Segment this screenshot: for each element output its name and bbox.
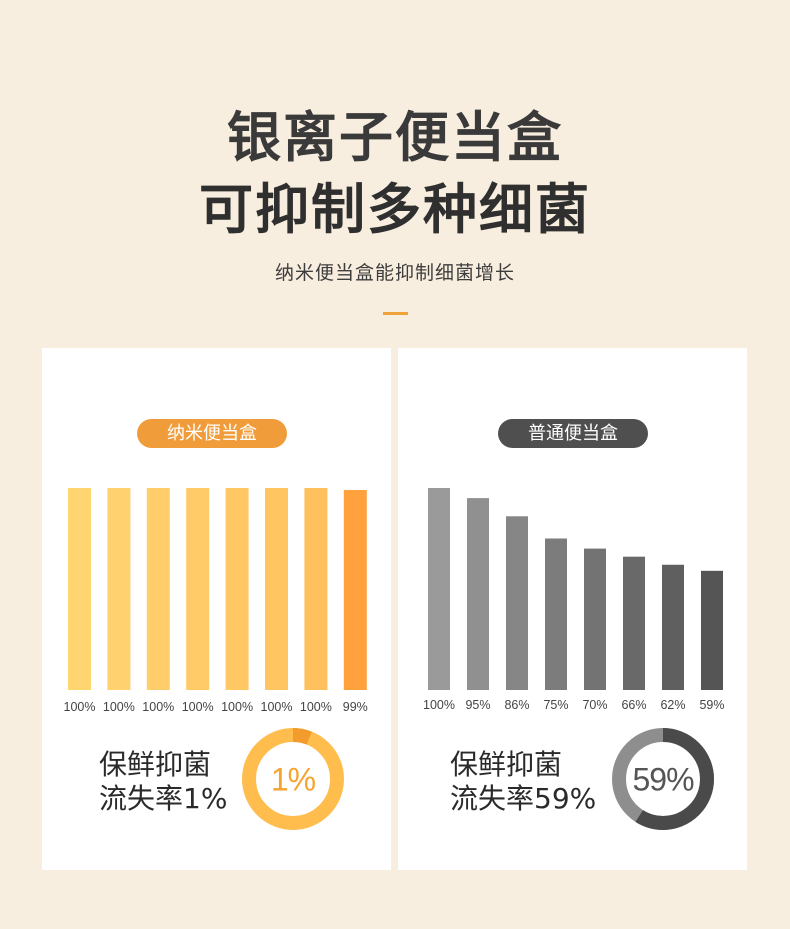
nano-bar-8	[343, 490, 367, 690]
nano-box-badge: 纳米便当盒	[137, 419, 287, 448]
nano-bar-6	[265, 488, 288, 690]
normal-bar-5	[584, 548, 606, 690]
nano-loss-ring: 1%	[242, 728, 344, 830]
nano-box-panel: 纳米便当盒 100% 100% 100% 100% 100% 100% 100% 99% 保鲜…	[42, 348, 391, 870]
normal-bar-label-3: 86%	[504, 698, 529, 712]
normal-ring-arc	[612, 728, 714, 830]
normal-bar-label-8: 59%	[699, 698, 724, 712]
nano-bar-label-4: 100%	[182, 700, 214, 714]
normal-bar-6	[623, 556, 645, 690]
nano-ring-label: 1%	[271, 762, 316, 798]
normal-bar-label-7: 62%	[660, 698, 685, 712]
normal-bar-label-2: 95%	[465, 698, 490, 712]
normal-box-panel: 普通便当盒 100% 95% 86% 75% 70% 66% 62% 59% 保鲜抑菌 流失率…	[398, 348, 747, 870]
normal-summary-line1: 保鲜抑菌	[450, 748, 563, 781]
accent-divider	[383, 312, 408, 315]
nano-bar-3	[146, 488, 170, 690]
nano-bar-label-8: 99%	[343, 700, 368, 714]
nano-summary-line2: 流失率1%	[99, 782, 228, 815]
normal-bar-7	[662, 564, 684, 690]
normal-bar-label-1: 100%	[423, 698, 455, 712]
nano-bar-4	[186, 488, 210, 690]
title-line-1: 银离子便当盒	[227, 106, 563, 169]
normal-bar-4	[545, 538, 567, 690]
nano-bar-label-1: 100%	[64, 700, 96, 714]
nano-summary-line1: 保鲜抑菌	[99, 748, 212, 781]
normal-summary-line2: 流失率59%	[450, 782, 597, 815]
subtitle: 纳米便当盒能抑制细菌增长	[274, 262, 515, 284]
normal-ring-label: 59%	[632, 762, 694, 798]
normal-bar-2	[467, 498, 489, 690]
nano-box-bar-chart: 100% 100% 100% 100% 100% 100% 100% 99%	[64, 488, 368, 714]
normal-loss-ring: 59%	[612, 728, 714, 830]
nano-bar-label-7: 100%	[300, 700, 332, 714]
normal-bar-label-4: 75%	[543, 698, 568, 712]
nano-bar-7	[304, 488, 328, 690]
nano-bar-label-5: 100%	[221, 700, 253, 714]
nano-bar-label-6: 100%	[261, 700, 293, 714]
normal-bar-1	[428, 488, 450, 690]
nano-bar-1	[68, 488, 91, 690]
normal-bar-label-6: 66%	[621, 698, 646, 712]
normal-bar-3	[506, 516, 528, 690]
nano-box-summary: 保鲜抑菌 流失率1%	[99, 748, 227, 816]
normal-box-bar-chart: 100% 95% 86% 75% 70% 66% 62% 59%	[423, 488, 725, 712]
normal-bar-8	[701, 570, 723, 690]
title-line-2: 可抑制多种细菌	[199, 178, 591, 241]
nano-bar-5	[225, 488, 249, 690]
normal-box-badge: 普通便当盒	[498, 419, 648, 448]
nano-ring-arc	[242, 728, 344, 830]
nano-bar-label-3: 100%	[142, 700, 174, 714]
nano-bar-2	[107, 488, 131, 690]
normal-bar-label-5: 70%	[582, 698, 607, 712]
nano-bar-label-2: 100%	[103, 700, 135, 714]
normal-box-summary: 保鲜抑菌 流失率59%	[450, 748, 596, 816]
